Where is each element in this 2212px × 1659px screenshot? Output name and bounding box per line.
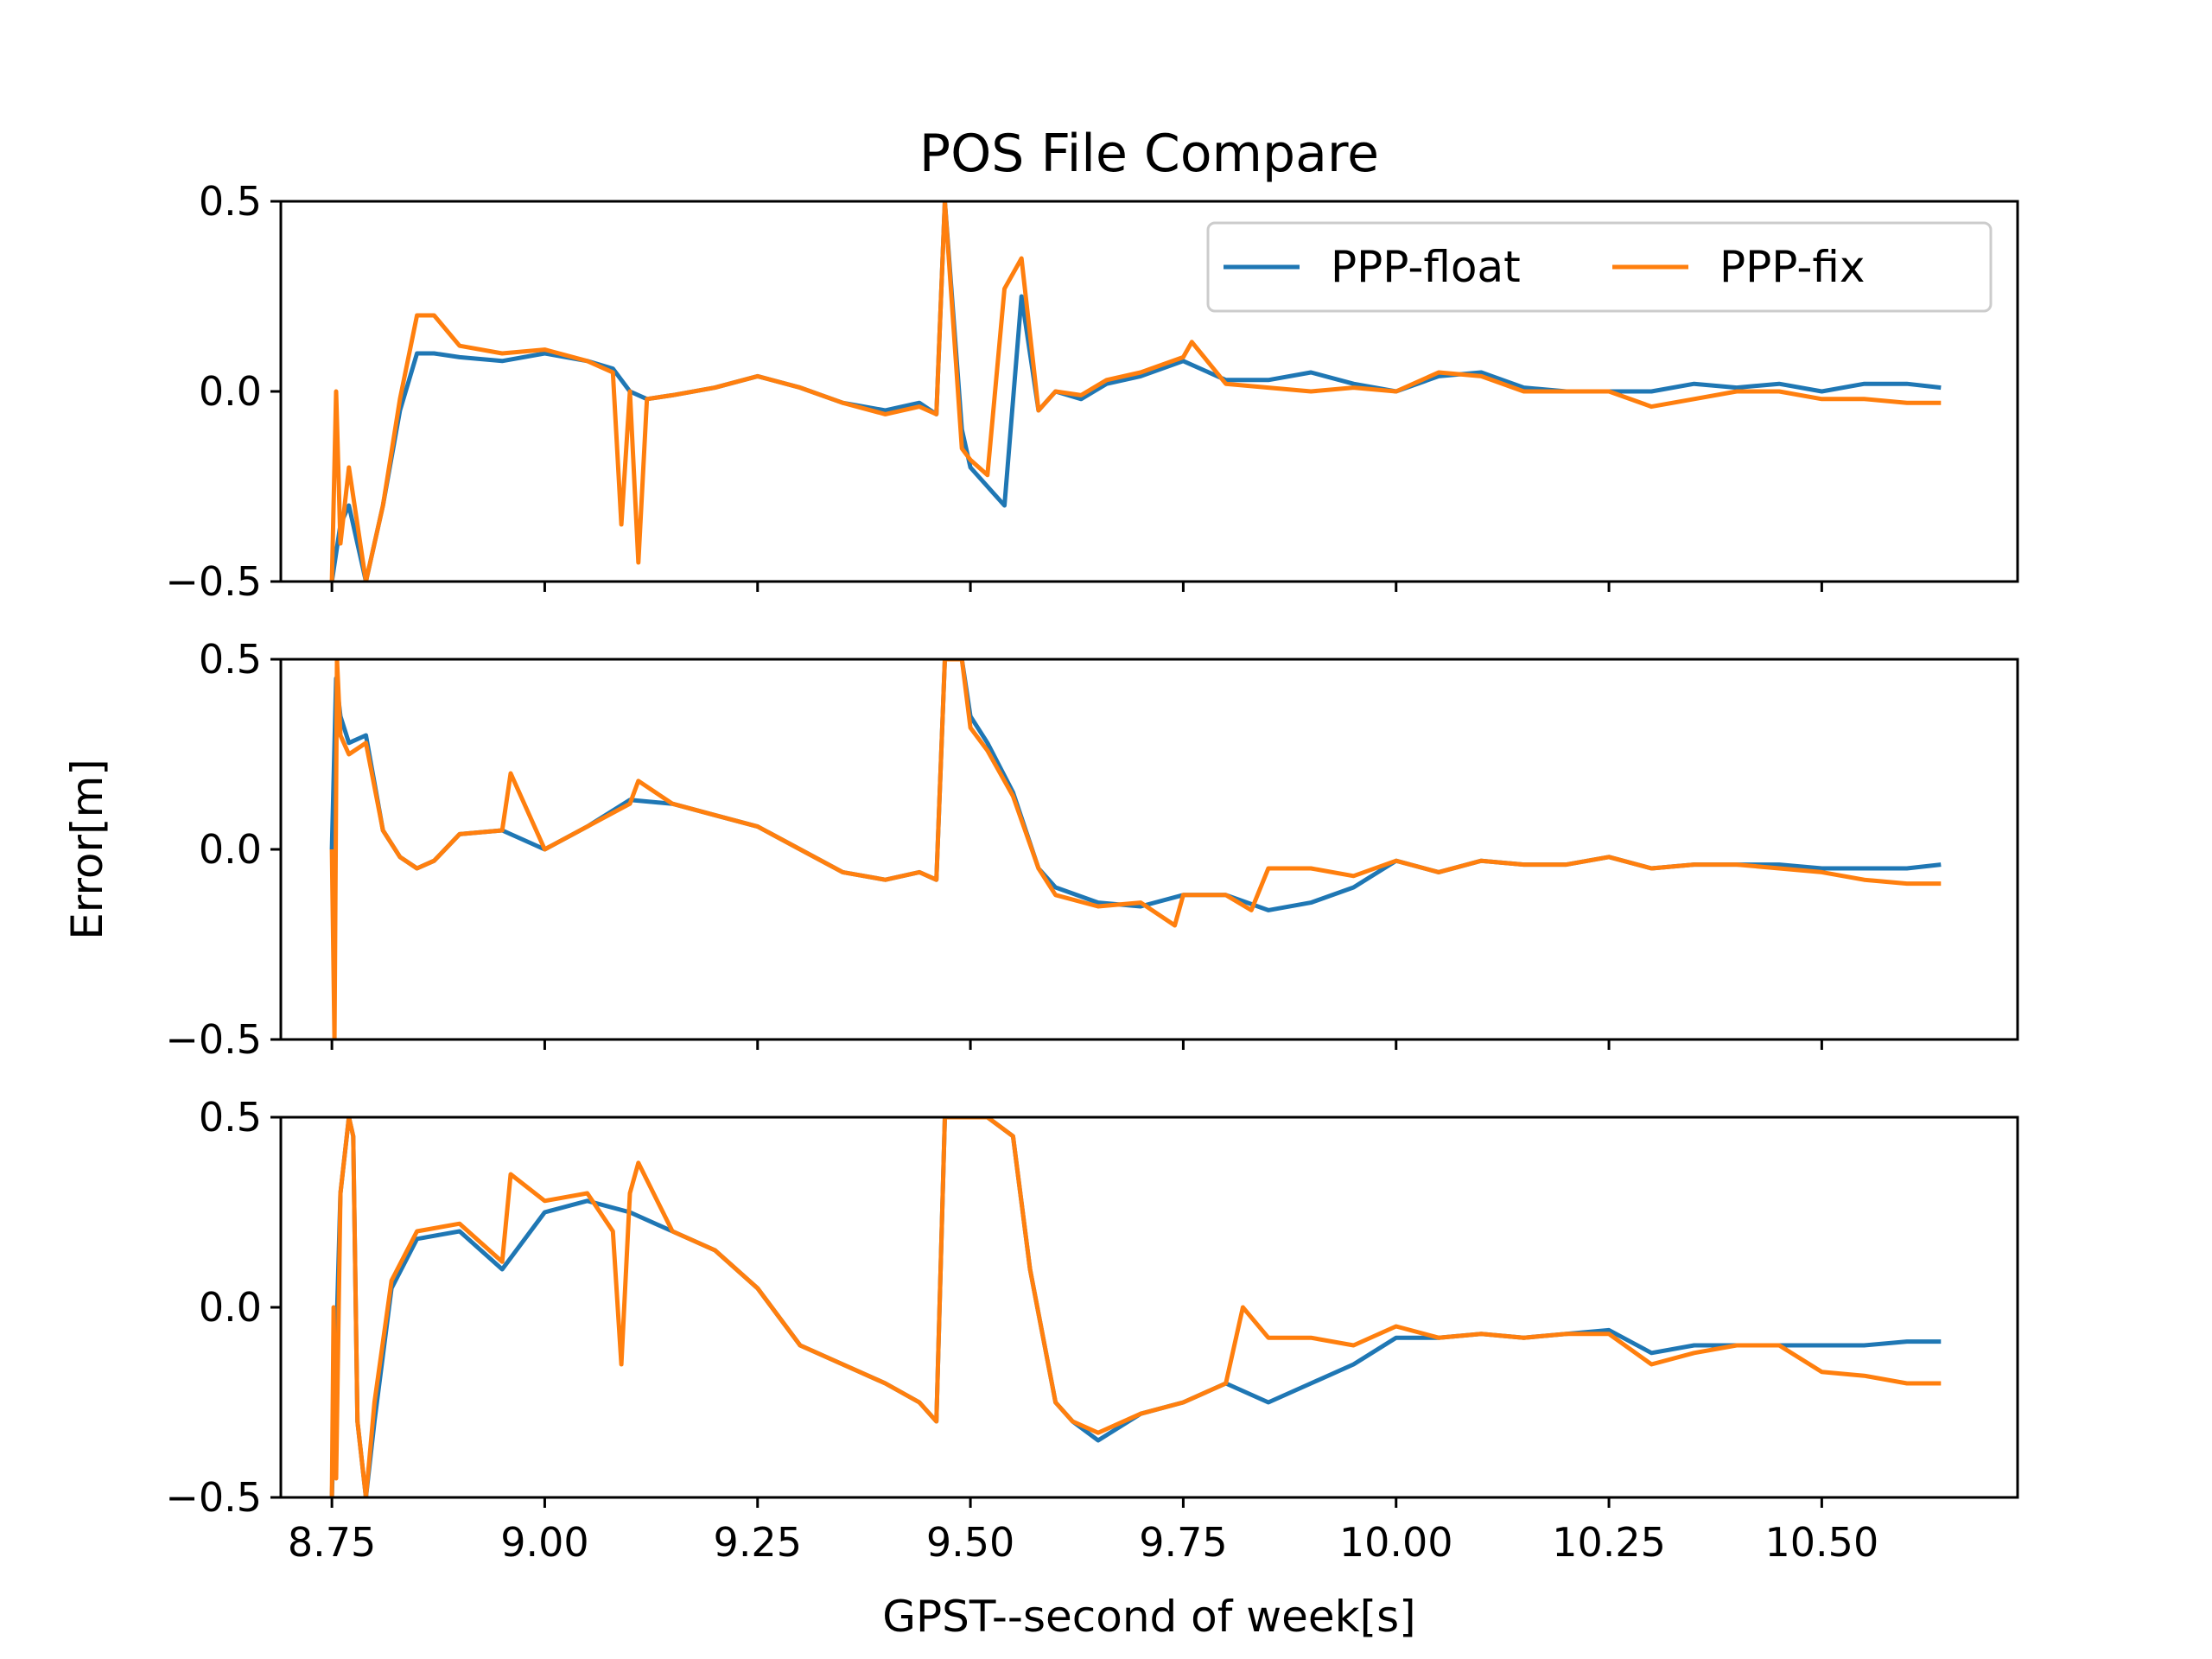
y-tick-label: 0.5: [199, 636, 262, 683]
x-tick-label: 10.25: [1552, 1519, 1666, 1566]
y-tick-label: 0.0: [199, 826, 262, 873]
y-tick-label: 0.5: [199, 1094, 262, 1141]
series-line-ppp-float: [329, 1117, 1942, 1497]
x-axis-label: GPST--second of week[s]: [882, 1592, 1415, 1642]
axes-frame: [279, 1116, 2019, 1499]
x-tick-label: 9.00: [500, 1519, 588, 1566]
plot-area: −0.5 0.0 0.5 −0.5 0.0 0.5 −0.5 0.0 0.5 8.75 9.00 9.…: [165, 178, 2019, 1566]
subplot-2: −0.5 0.0 0.5: [165, 636, 2019, 1063]
series-line-ppp-fix: [329, 659, 1942, 1039]
x-tick-label: 8.75: [288, 1519, 376, 1566]
x-tick-label: 9.50: [926, 1519, 1014, 1566]
x-tick-label: 9.25: [714, 1519, 802, 1566]
series-group: [329, 201, 1942, 582]
y-tick-label: −0.5: [165, 1016, 262, 1063]
series-line-ppp-float: [329, 659, 1942, 912]
series-group: [329, 659, 1942, 1039]
legend-label-ppp-fix: PPP-fix: [1719, 242, 1865, 292]
series-group: [329, 1117, 1942, 1497]
legend-label-ppp-float: PPP-float: [1331, 242, 1521, 292]
x-tick-label: 9.75: [1139, 1519, 1227, 1566]
y-tick-label: 0.0: [199, 368, 262, 415]
y-axis-label: Error[m]: [62, 759, 112, 940]
series-line-ppp-fix: [329, 1117, 1942, 1497]
y-tick-label: 0.0: [199, 1284, 262, 1331]
y-tick-label: 0.5: [199, 178, 262, 225]
x-tick-label: 10.50: [1765, 1519, 1879, 1566]
legend: PPP-float PPP-fix: [1206, 221, 1993, 313]
subplot-3: −0.5 0.0 0.5 8.75 9.00 9.25 9.50 9.75 10.00 10.25…: [165, 1094, 2019, 1566]
chart-title: POS File Compare: [919, 124, 1379, 184]
y-tick-label: −0.5: [165, 558, 262, 605]
x-tick-label: 10.00: [1339, 1519, 1453, 1566]
y-tick-label: −0.5: [165, 1474, 262, 1521]
series-line-ppp-fix: [329, 201, 1942, 582]
legend-box: [1206, 221, 1993, 313]
subplot-1: −0.5 0.0 0.5: [165, 178, 2019, 605]
